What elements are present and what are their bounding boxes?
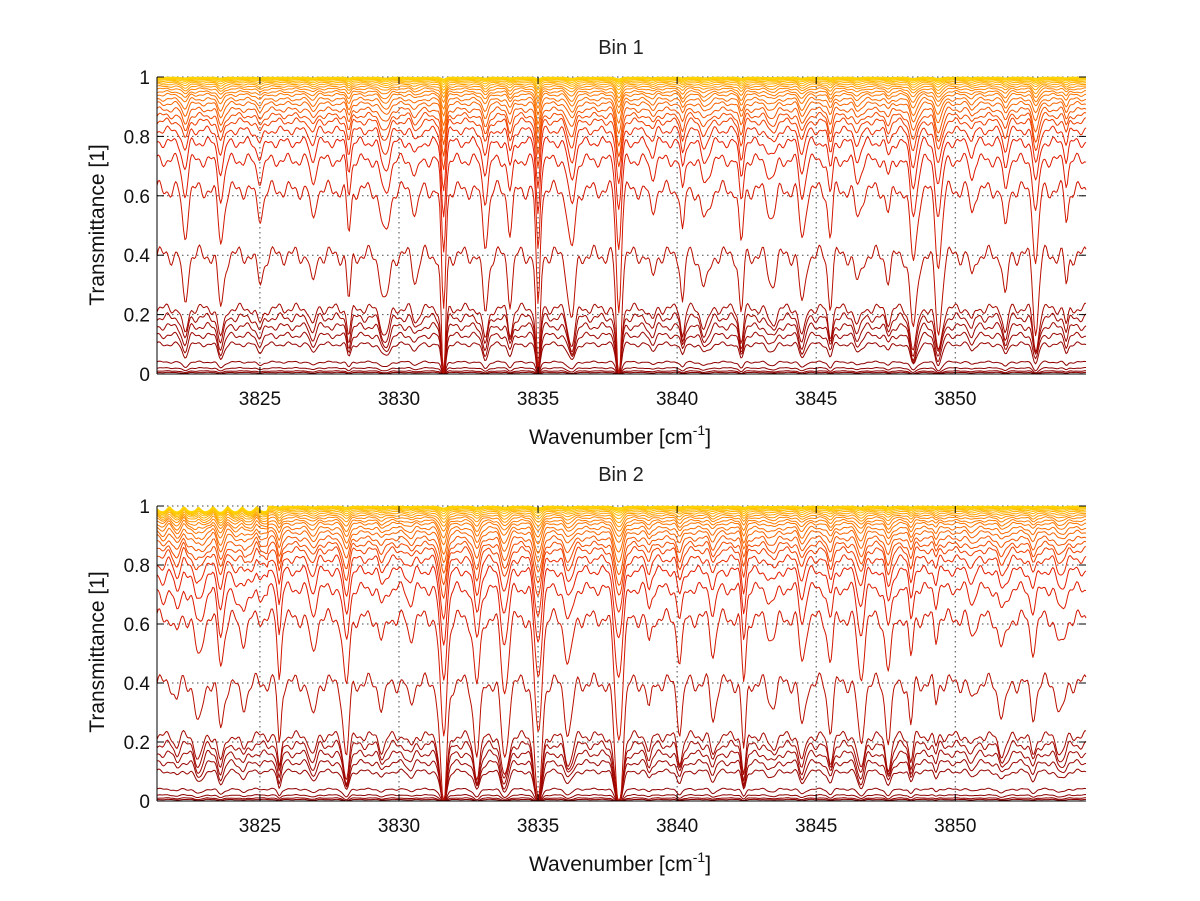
y-tick-label: 0.6: [124, 187, 150, 208]
x-tick-label: 3830: [378, 389, 420, 410]
chart-panel-bin-1: Bin 1 3825 3830 3835 3840 3845 3850 0 0.2 0.4 0.6…: [86, 37, 1087, 449]
transmittance-series: [156, 83, 1087, 95]
transmittance-series: [156, 509, 1087, 519]
y-tick-label: 1: [139, 497, 150, 518]
transmittance-series: [156, 507, 1086, 516]
axes: [156, 76, 1086, 375]
transmittance-series: [156, 302, 1087, 375]
x-tick-label: 3845: [795, 389, 837, 410]
transmittance-series: [156, 370, 1087, 375]
transmittance-series: [157, 546, 1087, 599]
transmittance-series: [156, 152, 1087, 253]
x-axis-label: Wavenumber [cm-1]: [529, 422, 711, 449]
transmittance-series: [156, 607, 1087, 741]
transmittance-series: [156, 92, 1087, 117]
x-tick-label: 3825: [239, 389, 281, 410]
transmittance-series: [156, 341, 1087, 375]
tick-labels: 3825 3830 3835 3840 3845 3850 0 0.2 0.4 0.6 0.8 1: [124, 68, 977, 410]
transmittance-series: [156, 106, 1087, 147]
chart-title: Bin 1: [598, 37, 644, 59]
x-tick-label: 3835: [517, 389, 559, 410]
transmittance-series: [156, 525, 1087, 555]
transmittance-series: [156, 79, 1087, 85]
x-tick-label: 3850: [934, 816, 976, 837]
tick-labels: 3825 3830 3835 3840 3845 3850 0 0.2 0.4 0.6 0.8 1: [124, 497, 977, 837]
transmittance-series: [157, 76, 1086, 80]
x-tick-label: 3825: [239, 816, 281, 837]
y-tick-label: 1: [139, 68, 150, 89]
transmittance-series: [156, 768, 1087, 802]
transmittance-series: [156, 100, 1087, 135]
transmittance-series: [156, 540, 1087, 586]
transmittance-series: [156, 125, 1087, 192]
chart-title: Bin 2: [598, 464, 644, 486]
transmittance-series: [156, 529, 1087, 563]
y-tick-label: 0.4: [124, 246, 151, 267]
transmittance-series: [156, 518, 1087, 539]
transmittance-series: [156, 512, 1087, 524]
y-tick-label: 0: [139, 365, 150, 386]
transmittance-series: [156, 564, 1087, 646]
axes: [156, 505, 1086, 802]
y-tick-label: 0.2: [124, 733, 150, 754]
series-lines: [156, 505, 1087, 802]
transmittance-series: [156, 505, 1086, 513]
transmittance-series: [156, 535, 1087, 576]
transmittance-series: [156, 96, 1087, 126]
transmittance-series: [156, 521, 1087, 546]
x-axis-label: Wavenumber [cm-1]: [529, 849, 711, 876]
y-axis-label: Transmittance [1]: [86, 144, 109, 305]
transmittance-series: [156, 514, 1087, 528]
x-tick-label: 3850: [934, 389, 976, 410]
transmittance-series: [156, 244, 1087, 375]
transmittance-series: [156, 508, 1086, 517]
transmittance-series: [156, 672, 1087, 802]
transmittance-series: [156, 510, 1087, 521]
x-tick-label: 3830: [378, 816, 420, 837]
y-tick-label: 0.6: [124, 615, 150, 636]
transmittance-series: [156, 136, 1087, 218]
transmittance-series: [156, 367, 1086, 375]
transmittance-series: [156, 78, 1086, 83]
transmittance-series: [156, 117, 1087, 171]
y-tick-label: 0.8: [124, 127, 150, 148]
transmittance-series: [156, 581, 1087, 681]
transmittance-series: [156, 111, 1087, 158]
y-tick-label: 0.8: [124, 556, 150, 577]
x-tick-label: 3845: [795, 816, 837, 837]
transmittance-series: [156, 90, 1087, 110]
y-tick-label: 0.4: [124, 674, 151, 695]
y-tick-label: 0.2: [124, 306, 150, 327]
y-axis-label: Transmittance [1]: [86, 571, 109, 732]
transmittance-series: [156, 85, 1087, 99]
x-tick-label: 3835: [517, 816, 559, 837]
transmittance-series: [156, 360, 1087, 375]
transmittance-series: [156, 77, 1087, 82]
transmittance-series: [156, 516, 1087, 532]
y-tick-label: 0: [139, 792, 150, 813]
x-tick-label: 3840: [656, 389, 698, 410]
chart-panel-bin-2: Bin 2 3825 3830 3835 3840 3845 3850 0 0.2 0.4 0.6…: [86, 464, 1087, 876]
transmittance-series: [157, 81, 1086, 91]
transmittance-series: [156, 80, 1087, 88]
transmittance-series: [156, 554, 1087, 620]
transmittance-series: [156, 87, 1087, 103]
transmittance-series: [156, 179, 1087, 314]
x-tick-label: 3840: [656, 816, 698, 837]
